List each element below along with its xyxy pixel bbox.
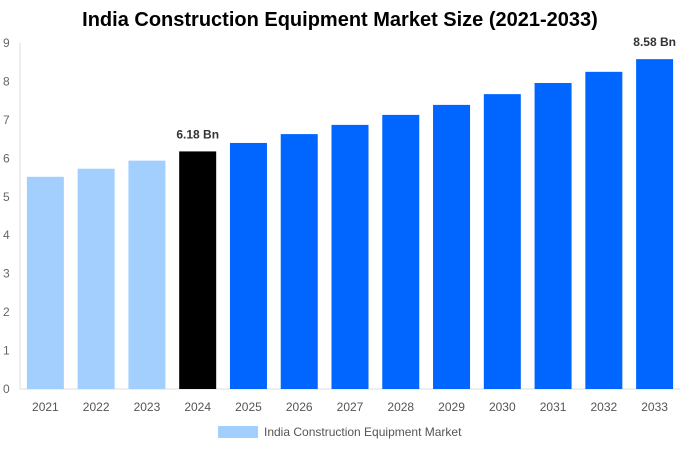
bar-2029 [433,104,471,389]
y-tick-label: 1 [3,344,10,358]
x-tick-label: 2031 [540,400,567,414]
x-tick-label: 2027 [337,400,364,414]
bar-2033 [636,59,674,389]
chart-title: India Construction Equipment Market Size… [82,9,598,31]
bar-2027 [331,124,369,390]
y-tick-label: 7 [3,113,10,127]
legend-swatch [218,426,258,438]
data-label: 8.58 Bn [633,35,676,49]
y-tick-label: 3 [3,267,10,281]
x-tick-label: 2025 [235,400,262,414]
bar-2032 [585,71,623,389]
x-tick-label: 2022 [83,400,110,414]
bar-2023 [128,160,166,389]
x-tick-label: 2029 [438,400,465,414]
y-tick-label: 5 [3,190,10,204]
bar-2021 [26,176,64,389]
legend: India Construction Equipment Market [218,425,461,439]
legend-label: India Construction Equipment Market [264,425,462,439]
x-tick-label: 2021 [32,400,59,414]
bar-2028 [382,114,420,389]
x-tick-label: 2028 [387,400,414,414]
bar-2025 [229,142,267,389]
x-tick-label: 2030 [489,400,516,414]
x-tick-label: 2023 [134,400,161,414]
y-tick-label: 6 [3,151,10,165]
bar-2024 [179,151,217,389]
y-tick-label: 0 [3,382,10,396]
bar-2026 [280,134,318,389]
bar-2030 [483,94,521,390]
x-tick-label: 2032 [590,400,617,414]
bar-2022 [77,168,115,389]
data-label: 6.18 Bn [176,127,219,141]
x-tick-label: 2024 [184,400,211,414]
x-tick-label: 2026 [286,400,313,414]
y-tick-label: 4 [3,228,10,242]
y-tick-label: 8 [3,74,10,88]
x-tick-label: 2033 [641,400,668,414]
bar-2031 [534,82,572,389]
y-tick-label: 9 [3,36,10,50]
y-tick-label: 2 [3,305,10,319]
